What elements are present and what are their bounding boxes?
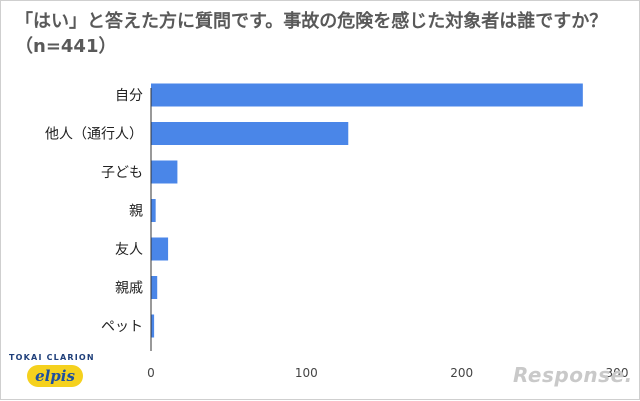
category-label-2: 子ども (101, 165, 143, 181)
x-tick-3: 300 (606, 366, 629, 380)
category-label-5: 親戚 (115, 281, 143, 297)
category-label-3: 親 (129, 204, 143, 220)
bars-group (151, 83, 583, 338)
bar-0 (151, 83, 583, 107)
bar-4 (151, 237, 169, 261)
category-label-6: ペット (101, 319, 143, 335)
x-tick-2: 200 (450, 366, 473, 380)
company-name: TOKAI CLARION (9, 353, 95, 362)
bar-1 (151, 122, 349, 145)
response-watermark: Response. (513, 363, 633, 387)
elpis-logo-text: elpis (35, 367, 75, 385)
x-tick-0: 0 (147, 366, 155, 380)
chart-title: 「はい」と答えた方に質問です。事故の危険を感じた対象者は誰ですか？（n=441） (15, 11, 608, 57)
x-tick-labels: 0 100 200 300 (147, 366, 628, 380)
bar-3 (151, 199, 156, 222)
bar-5 (151, 276, 158, 299)
bar-6 (151, 314, 155, 338)
x-tick-1: 100 (295, 366, 318, 380)
category-label-0: 自分 (115, 88, 143, 104)
elpis-logo: elpis (27, 365, 83, 387)
category-label-1: 他人（通行人） (45, 127, 143, 143)
bar-2 (151, 160, 178, 184)
category-label-4: 友人 (115, 242, 143, 258)
brand-block: TOKAI CLARION elpis (9, 353, 99, 387)
